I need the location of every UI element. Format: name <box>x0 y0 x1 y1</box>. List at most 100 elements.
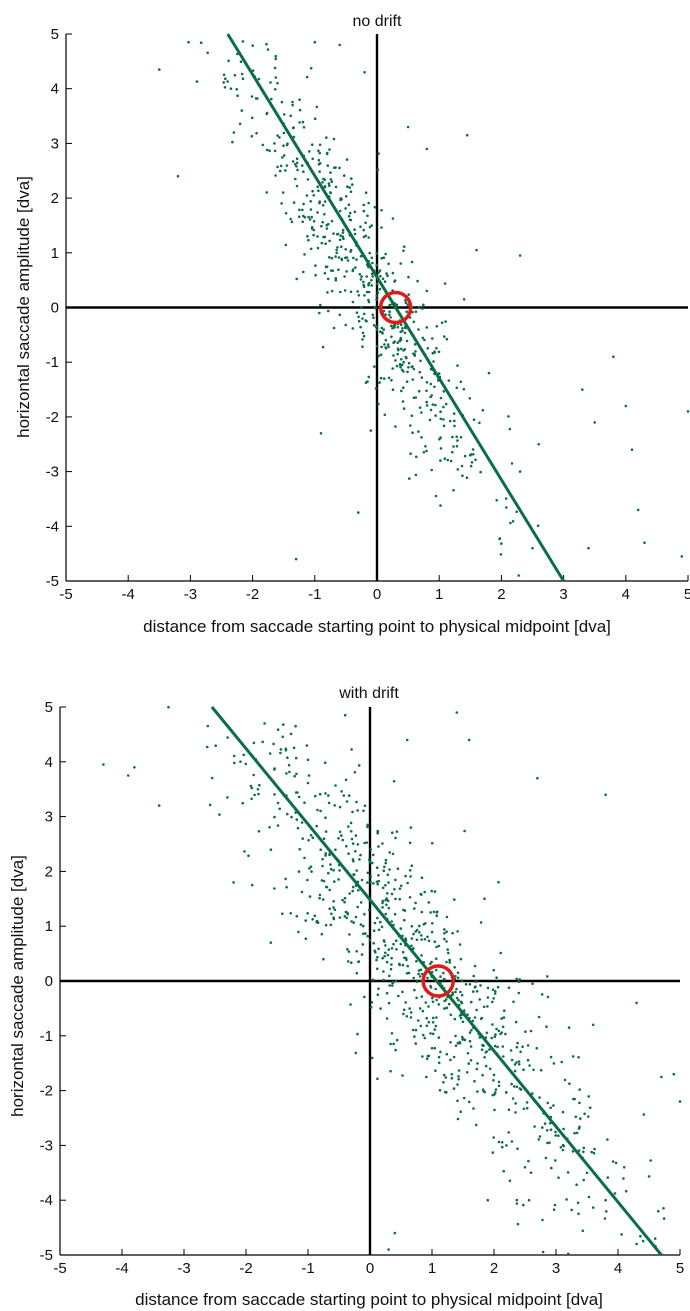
data-point <box>417 328 420 331</box>
data-point <box>375 880 379 884</box>
data-point <box>401 1074 404 1077</box>
data-point <box>389 967 393 971</box>
data-point <box>355 258 358 261</box>
data-point <box>315 105 319 109</box>
data-point <box>381 277 385 281</box>
data-point <box>439 410 442 414</box>
data-point <box>126 774 130 777</box>
data-point <box>364 932 367 935</box>
data-point <box>316 921 320 924</box>
data-point <box>276 165 279 169</box>
data-point <box>226 80 229 83</box>
data-point <box>312 228 316 232</box>
data-point <box>332 326 336 330</box>
data-point <box>544 1156 548 1160</box>
data-point <box>471 448 475 451</box>
data-point <box>541 1218 544 1222</box>
data-point <box>481 1044 485 1047</box>
data-point <box>351 183 354 186</box>
data-point <box>315 824 319 828</box>
data-point <box>539 1068 543 1072</box>
data-point <box>281 735 285 739</box>
data-point <box>418 931 421 934</box>
x-tick-label: 1 <box>435 586 443 603</box>
y-tick-labels: -5 -4 -3 -2 -1 0 1 2 3 4 5 <box>46 26 59 590</box>
data-point <box>322 957 325 961</box>
data-point <box>380 209 383 212</box>
data-point <box>420 411 423 414</box>
data-point <box>507 1108 511 1111</box>
data-point <box>480 1048 484 1051</box>
data-point <box>241 40 245 43</box>
data-point <box>370 1001 374 1004</box>
data-point <box>367 282 370 286</box>
data-point <box>339 234 342 237</box>
data-point <box>354 266 357 269</box>
data-point <box>256 788 260 791</box>
data-point <box>292 201 296 204</box>
data-point <box>302 270 305 274</box>
data-point <box>358 858 361 861</box>
data-point <box>343 896 347 900</box>
data-point <box>407 971 411 975</box>
data-point <box>552 1104 555 1107</box>
y-tick-label: 4 <box>45 754 53 771</box>
data-point <box>516 1147 519 1150</box>
data-point <box>430 394 434 397</box>
data-point <box>307 238 310 242</box>
data-point <box>467 1062 471 1065</box>
data-point <box>491 1151 495 1154</box>
data-point <box>433 350 436 354</box>
data-point <box>376 282 379 286</box>
data-point <box>263 722 266 725</box>
data-point <box>476 1090 479 1093</box>
data-point <box>550 1166 553 1170</box>
data-point <box>392 780 396 783</box>
data-point <box>352 921 356 924</box>
data-point <box>456 468 460 471</box>
data-point <box>347 203 351 206</box>
data-point <box>329 171 332 174</box>
data-point <box>276 134 279 137</box>
data-point <box>531 982 534 985</box>
data-point <box>412 367 416 371</box>
data-point <box>335 248 338 252</box>
data-point <box>443 457 447 461</box>
data-point <box>515 1085 519 1089</box>
intercept-circle-marker <box>421 964 455 998</box>
data-point <box>404 1001 408 1004</box>
data-point <box>290 220 294 224</box>
data-point <box>376 345 379 348</box>
data-point <box>528 1064 531 1067</box>
data-point <box>273 815 276 819</box>
data-point <box>295 157 299 160</box>
data-point <box>604 1198 607 1202</box>
data-point <box>344 323 348 327</box>
data-point <box>362 924 365 928</box>
data-point <box>421 336 425 340</box>
data-point <box>323 213 326 216</box>
data-point <box>454 990 457 994</box>
data-point <box>199 41 203 44</box>
data-point <box>324 854 327 857</box>
data-point <box>494 1088 498 1091</box>
data-point <box>635 1001 638 1005</box>
data-point <box>662 1217 666 1220</box>
x-axis-label: distance from saccade starting point to … <box>135 1290 603 1309</box>
data-point <box>460 464 464 468</box>
data-point <box>332 900 336 903</box>
data-point <box>425 289 429 293</box>
data-point <box>394 359 397 362</box>
data-point <box>357 294 361 297</box>
data-point <box>385 897 389 900</box>
data-point <box>468 397 472 400</box>
data-point <box>380 345 383 349</box>
data-point <box>381 901 384 905</box>
data-point <box>643 541 646 544</box>
data-point <box>456 1117 460 1121</box>
data-point <box>425 1016 429 1020</box>
data-point <box>338 209 342 213</box>
data-point <box>385 960 389 964</box>
data-point <box>402 249 405 253</box>
data-point <box>415 996 418 1000</box>
